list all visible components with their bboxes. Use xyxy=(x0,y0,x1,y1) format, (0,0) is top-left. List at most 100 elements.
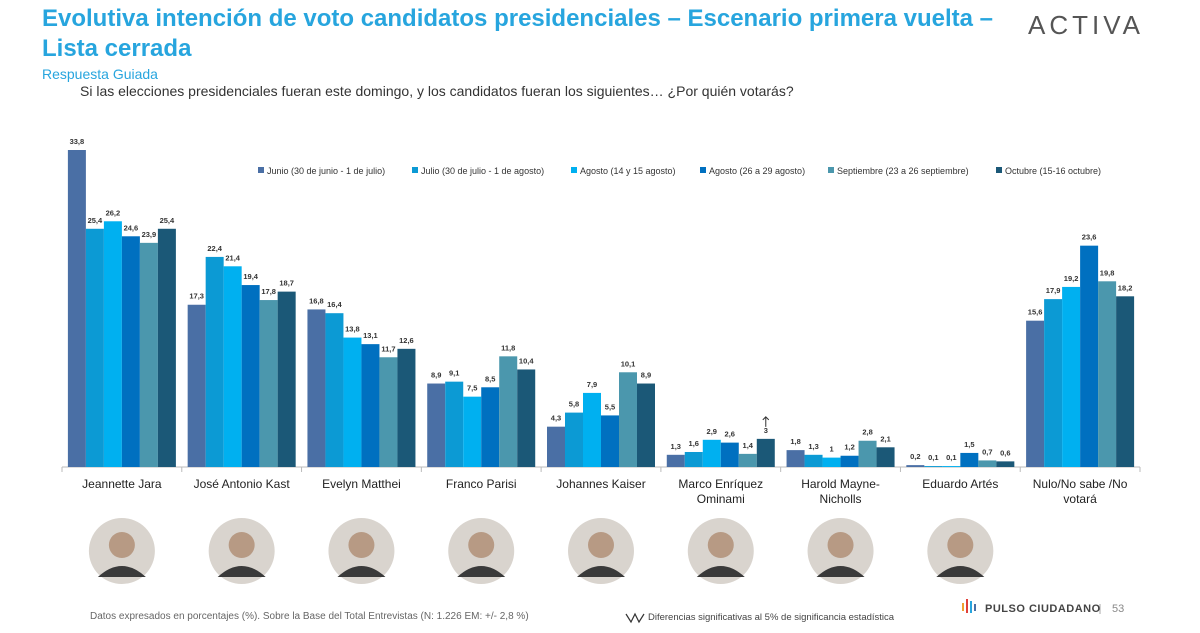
bar xyxy=(361,344,380,467)
category-label: Marco Enríquez Ominami xyxy=(678,477,764,506)
value-label: 23,9 xyxy=(142,230,157,239)
value-label: 17,9 xyxy=(1046,286,1061,295)
legend-label: Septiembre (23 a 26 septiembre) xyxy=(837,166,969,176)
value-label: 11,8 xyxy=(501,343,515,352)
page-number: 53 xyxy=(1112,603,1125,615)
bar xyxy=(1098,281,1117,467)
value-label: 26,2 xyxy=(106,208,121,217)
bar xyxy=(445,381,464,467)
bar xyxy=(619,372,637,467)
bar xyxy=(379,357,398,467)
legend-swatch xyxy=(996,167,1002,173)
bar xyxy=(583,392,601,467)
value-label: 1,3 xyxy=(808,442,818,451)
significance-arrow xyxy=(762,416,770,427)
value-label: 1,2 xyxy=(844,443,854,452)
legend-label: Agosto (14 y 15 agosto) xyxy=(580,166,676,176)
bar xyxy=(804,454,823,467)
category-label: Evelyn Matthei xyxy=(322,477,401,491)
value-label: 8,9 xyxy=(641,371,651,380)
value-label: 7,5 xyxy=(467,384,477,393)
logo: ACTIVA xyxy=(1028,10,1144,40)
bar xyxy=(517,369,536,467)
value-label: 8,9 xyxy=(431,371,441,380)
bar xyxy=(241,285,260,467)
bar xyxy=(858,440,877,467)
brand: PULSO CIUDADANO xyxy=(985,603,1101,615)
bar xyxy=(223,266,242,467)
photo-body xyxy=(816,566,865,577)
value-label: 25,4 xyxy=(160,216,175,225)
photo-head xyxy=(228,532,255,558)
photo-head xyxy=(947,532,974,558)
value-label: 19,2 xyxy=(1064,274,1079,283)
category-label: Franco Parisi xyxy=(445,477,517,491)
bar xyxy=(1026,320,1045,467)
value-label: 19,8 xyxy=(1100,268,1115,277)
bar xyxy=(85,228,104,467)
photo-head xyxy=(707,532,734,558)
value-label: 17,3 xyxy=(189,292,204,301)
bar xyxy=(205,256,224,467)
bar xyxy=(720,442,739,467)
bar xyxy=(67,150,86,467)
category-label: Johannes Kaiser xyxy=(556,477,646,491)
value-label: 1,8 xyxy=(790,437,800,446)
legend-swatch xyxy=(828,167,834,173)
legend-label: Agosto (26 a 29 agosto) xyxy=(709,166,805,176)
value-label: 23,6 xyxy=(1082,233,1097,242)
value-label: 16,8 xyxy=(309,296,324,305)
value-label: 0,7 xyxy=(982,447,992,456)
bar xyxy=(157,228,176,467)
bar xyxy=(397,348,416,467)
bar xyxy=(684,451,703,467)
value-label: 3 xyxy=(764,426,768,435)
value-label: 0,1 xyxy=(946,453,956,462)
value-label: 1,6 xyxy=(689,439,699,448)
bar xyxy=(259,300,278,467)
value-label: 33,8 xyxy=(70,137,85,146)
value-label: 1 xyxy=(829,445,833,454)
value-label: 24,6 xyxy=(124,223,139,232)
value-label: 21,4 xyxy=(225,253,240,262)
value-label: 1,3 xyxy=(671,442,681,451)
bar xyxy=(427,383,446,467)
bar xyxy=(738,453,757,467)
photo-head xyxy=(588,532,614,558)
bar xyxy=(277,291,296,467)
bar xyxy=(103,221,122,467)
bar xyxy=(1080,245,1099,467)
bar xyxy=(906,465,925,467)
photo-head xyxy=(468,532,495,558)
bar xyxy=(1044,299,1063,467)
photo-body xyxy=(696,566,745,577)
bar xyxy=(756,438,775,467)
photo-body xyxy=(457,566,506,577)
value-label: 16,4 xyxy=(327,300,342,309)
legend-label: Julio (30 de julio - 1 de agosto) xyxy=(421,166,544,176)
category-label: José Antonio Kast xyxy=(193,477,290,491)
bar xyxy=(547,426,565,467)
bar xyxy=(666,454,685,467)
value-label: 18,7 xyxy=(279,279,294,288)
bar xyxy=(822,457,841,467)
value-label: 0,1 xyxy=(928,453,938,462)
bar xyxy=(481,387,500,467)
value-label: 7,9 xyxy=(587,380,597,389)
photo-body xyxy=(337,566,386,577)
value-label: 0,2 xyxy=(910,452,920,461)
photo-body xyxy=(97,566,146,577)
value-label: 4,3 xyxy=(551,414,561,423)
bar xyxy=(1062,286,1081,467)
photo-head xyxy=(348,532,375,558)
value-label: 8,5 xyxy=(485,374,495,383)
value-label: 0,6 xyxy=(1000,448,1010,457)
category-label: Jeannette Jara xyxy=(82,477,162,491)
bar xyxy=(876,447,895,467)
value-label: 2,6 xyxy=(725,430,735,439)
value-label: 22,4 xyxy=(207,244,222,253)
value-label: 25,4 xyxy=(88,216,103,225)
bar xyxy=(121,236,140,467)
